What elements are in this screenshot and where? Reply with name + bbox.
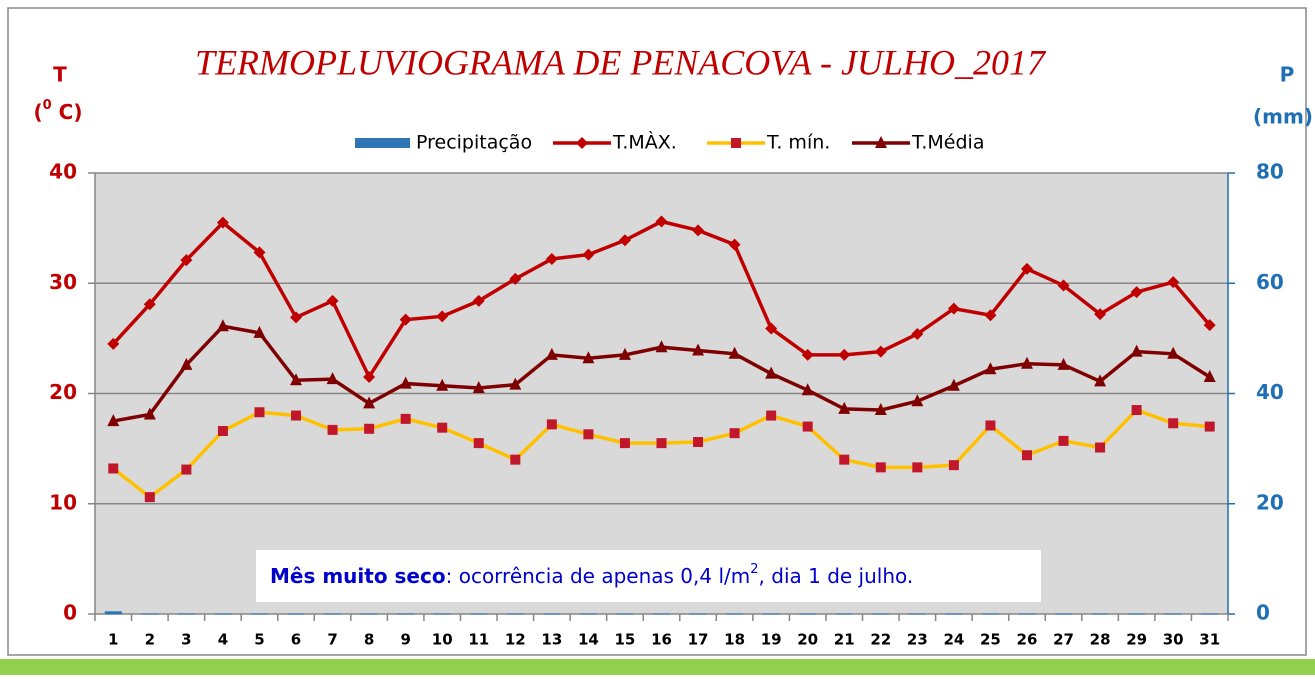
marker	[731, 138, 741, 148]
x-tick-label: 13	[541, 631, 562, 649]
marker	[291, 411, 301, 421]
marker	[547, 419, 557, 429]
x-tick-label: 1	[108, 631, 118, 649]
x-tick-label: 31	[1199, 631, 1220, 649]
unit-sup: 0	[43, 98, 52, 113]
marker	[254, 407, 264, 417]
marker	[912, 462, 922, 472]
chart-title: TERMOPLUVIOGRAMA DE PENACOVA - JULHO_201…	[195, 42, 1047, 82]
x-tick-label: 2	[145, 631, 155, 649]
marker	[730, 428, 740, 438]
x-tick-label: 17	[688, 631, 709, 649]
x-tick-label: 10	[432, 631, 453, 649]
marker	[620, 438, 630, 448]
y2-tick-label: 60	[1256, 270, 1284, 294]
y2-axis-label: P	[1280, 63, 1295, 87]
marker	[766, 411, 776, 421]
annotation-sup: 2	[750, 562, 758, 577]
x-tick-label: 15	[615, 631, 636, 649]
y-tick-label: 30	[49, 270, 77, 294]
x-tick-label: 4	[218, 631, 228, 649]
marker	[108, 463, 118, 473]
marker	[218, 426, 228, 436]
marker	[364, 424, 374, 434]
x-tick-label: 27	[1053, 631, 1074, 649]
annotation: Mês muito seco: ocorrência de apenas 0,4…	[270, 562, 913, 588]
marker	[437, 423, 447, 433]
x-tick-label: 21	[834, 631, 855, 649]
y2-tick-label: 40	[1256, 380, 1284, 404]
x-tick-label: 5	[254, 631, 264, 649]
annotation-bold: Mês muito seco	[270, 564, 446, 588]
x-tick-label: 18	[724, 631, 745, 649]
annotation-end: , dia 1 de julho.	[759, 564, 914, 588]
bar	[105, 612, 121, 614]
marker	[1022, 450, 1032, 460]
marker	[401, 414, 411, 424]
marker	[510, 455, 520, 465]
x-tick-label: 8	[364, 631, 374, 649]
x-tick-label: 7	[327, 631, 337, 649]
marker	[1059, 436, 1069, 446]
footer-band	[0, 659, 1315, 675]
y2-axis-unit: (mm)	[1253, 105, 1313, 129]
y-tick-label: 20	[49, 380, 77, 404]
x-tick-label: 22	[870, 631, 891, 649]
y2-tick-label: 0	[1256, 601, 1270, 625]
y2-tick-label: 20	[1256, 490, 1284, 514]
y-tick-label: 40	[49, 160, 77, 184]
x-tick-label: 20	[797, 631, 818, 649]
y-tick-label: 10	[49, 490, 77, 514]
unit-part: (	[34, 100, 43, 124]
marker	[693, 437, 703, 447]
legend-label: T. mín.	[766, 132, 830, 154]
annotation-text: : ocorrência de apenas 0,4 l/m	[446, 564, 751, 588]
x-tick-label: 29	[1126, 631, 1147, 649]
marker	[949, 460, 959, 470]
marker	[1095, 443, 1105, 453]
y-axis-unit: (0 C)	[34, 98, 83, 124]
marker	[876, 462, 886, 472]
marker	[328, 425, 338, 435]
marker	[145, 492, 155, 502]
x-tick-label: 6	[291, 631, 301, 649]
marker	[1168, 418, 1178, 428]
legend-label: T.Média	[911, 132, 984, 154]
x-tick-label: 11	[468, 631, 489, 649]
x-tick-label: 12	[505, 631, 526, 649]
marker	[985, 420, 995, 430]
marker	[583, 429, 593, 439]
x-tick-label: 30	[1163, 631, 1184, 649]
x-tick-label: 23	[907, 631, 928, 649]
x-tick-label: 24	[943, 631, 964, 649]
x-tick-label: 16	[651, 631, 672, 649]
x-tick-label: 19	[761, 631, 782, 649]
x-tick-label: 9	[400, 631, 410, 649]
marker	[803, 422, 813, 432]
marker	[1132, 405, 1142, 415]
marker	[657, 438, 667, 448]
legend-swatch	[355, 138, 410, 148]
marker	[1205, 422, 1215, 432]
legend-label: T.MÀX.	[612, 131, 677, 154]
y2-tick-label: 80	[1256, 160, 1284, 184]
x-tick-label: 25	[980, 631, 1001, 649]
y-axis-label: T	[53, 63, 67, 87]
unit-part: C)	[52, 100, 83, 124]
y-tick-label: 0	[63, 601, 77, 625]
legend-label: Precipitação	[416, 132, 532, 154]
marker	[181, 465, 191, 475]
marker	[839, 455, 849, 465]
x-tick-label: 14	[578, 631, 599, 649]
x-tick-label: 28	[1090, 631, 1111, 649]
marker	[474, 438, 484, 448]
x-tick-label: 3	[181, 631, 191, 649]
x-tick-label: 26	[1017, 631, 1038, 649]
